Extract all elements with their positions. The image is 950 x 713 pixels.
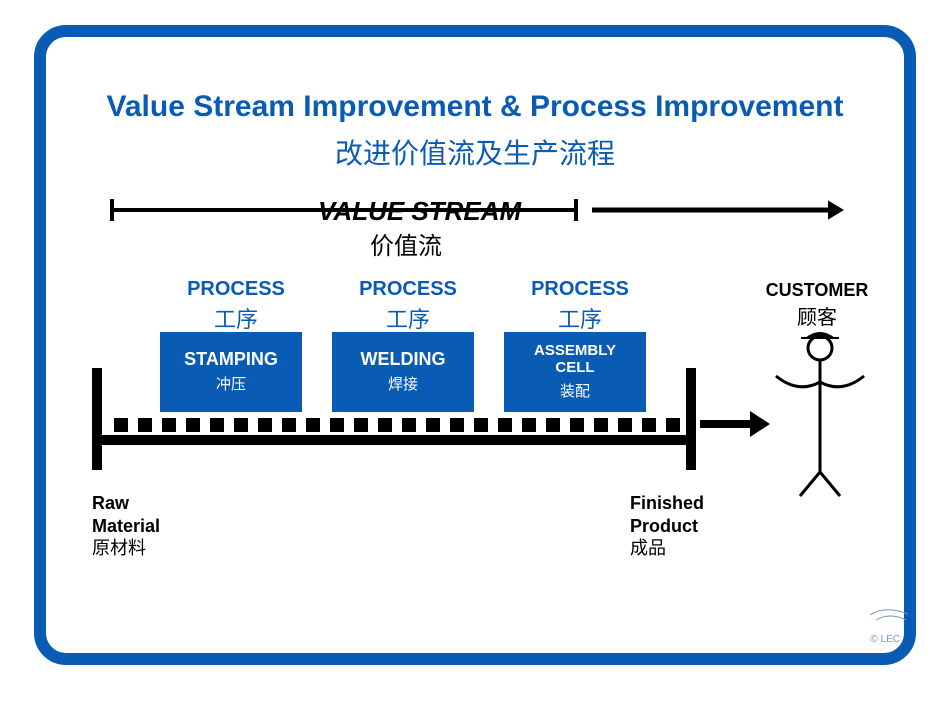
process-box-zh: 装配	[560, 380, 590, 401]
process-box-stamping: STAMPING 冲压	[160, 332, 302, 412]
process-box-en: ASSEMBLYCELL	[534, 343, 616, 376]
process-label-zh-2: 工序	[348, 302, 468, 334]
raw-zh: 原材料	[92, 537, 160, 560]
copyright-logo: © LEC	[870, 634, 900, 645]
customer-label: CUSTOMER 顾客	[752, 280, 882, 330]
process-label-en-3: PROCESS	[520, 278, 640, 301]
process-box-en: WELDING	[361, 350, 446, 370]
finished-en-2: Product	[630, 516, 698, 536]
finished-en-1: Finished	[630, 493, 704, 513]
diagram-svg	[0, 0, 950, 713]
process-box-zh: 冲压	[216, 373, 246, 394]
process-label-zh-3: 工序	[520, 302, 640, 334]
process-box-en: STAMPING	[184, 350, 278, 370]
customer-en: CUSTOMER	[766, 280, 869, 300]
process-box-zh: 焊接	[388, 373, 418, 394]
process-box-assembly: ASSEMBLYCELL 装配	[504, 332, 646, 412]
process-box-welding: WELDING 焊接	[332, 332, 474, 412]
finished-zh: 成品	[630, 537, 704, 560]
raw-en-2: Material	[92, 516, 160, 536]
process-label-en-2: PROCESS	[348, 278, 468, 301]
finished-product-label: Finished Product 成品	[630, 492, 704, 560]
customer-zh: 顾客	[752, 301, 882, 330]
process-label-en-1: PROCESS	[176, 278, 296, 301]
raw-en-1: Raw	[92, 493, 129, 513]
process-label-zh-1: 工序	[176, 302, 296, 334]
raw-material-label: Raw Material 原材料	[92, 492, 160, 560]
